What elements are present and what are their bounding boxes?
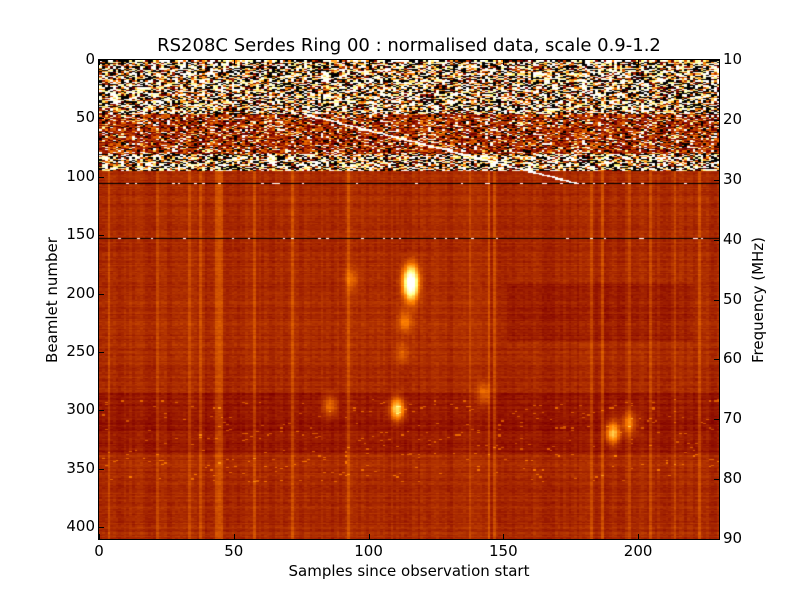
x-tick-mark <box>368 534 370 539</box>
y-tick-label: 150 <box>66 225 95 244</box>
x-axis-label: Samples since observation start <box>288 562 530 580</box>
y2-tick-mark <box>714 60 719 61</box>
y2-tick-label: 30 <box>723 169 743 188</box>
x-tick-mark <box>233 534 235 539</box>
y2-tick-label: 40 <box>723 229 743 248</box>
y2-tick-label: 90 <box>723 529 743 547</box>
x-tick-mark <box>368 60 370 65</box>
y-tick-label: 100 <box>66 166 95 185</box>
y-tick-label: 50 <box>75 108 95 127</box>
x-tick-mark <box>503 60 505 65</box>
y2-tick-label: 60 <box>723 349 743 368</box>
y2-tick-mark <box>714 239 719 241</box>
plot-area <box>99 60 719 539</box>
y2-tick-label: 80 <box>723 469 743 488</box>
y-tick-label: 300 <box>66 400 95 419</box>
y2-tick-mark <box>714 479 719 481</box>
chart-title: RS208C Serdes Ring 00 : normalised data,… <box>157 35 661 56</box>
y2-tick-label: 70 <box>723 409 743 428</box>
y-tick-mark <box>99 468 104 470</box>
x-tick-mark <box>233 60 235 65</box>
y-tick-mark <box>99 410 104 412</box>
y2-tick-label: 20 <box>723 109 743 128</box>
y2-tick-label: 50 <box>723 289 743 308</box>
x-tick-label: 200 <box>623 542 653 560</box>
y-axis-label: Beamlet number <box>43 237 61 363</box>
x-tick-label: 50 <box>224 542 244 560</box>
x-tick-mark <box>638 60 640 65</box>
heatmap-image <box>99 60 719 539</box>
y-tick-mark <box>99 60 104 61</box>
x-tick-label: 100 <box>354 542 383 560</box>
y2-tick-mark <box>714 179 719 181</box>
y-tick-label: 0 <box>85 50 95 68</box>
y-tick-mark <box>99 527 104 529</box>
y-tick-label: 250 <box>66 342 95 361</box>
x-tick-mark <box>503 534 505 539</box>
x-tick-mark <box>99 534 100 539</box>
y-tick-label: 200 <box>66 283 95 302</box>
y-tick-mark <box>99 293 104 295</box>
y2-tick-mark <box>714 119 719 121</box>
x-tick-mark <box>638 534 640 539</box>
y2-tick-label: 10 <box>723 50 743 68</box>
y-tick-label: 400 <box>66 517 95 536</box>
y-tick-mark <box>99 176 104 178</box>
y2-tick-mark <box>714 359 719 361</box>
x-tick-label: 150 <box>489 542 518 560</box>
y2-tick-mark <box>714 419 719 421</box>
y2-tick-mark <box>714 539 719 540</box>
y-tick-mark <box>99 235 104 237</box>
x-tick-label: 0 <box>94 542 104 560</box>
y2-tick-mark <box>714 299 719 301</box>
x-tick-mark <box>99 60 100 65</box>
y-tick-label: 350 <box>66 458 95 477</box>
y-tick-mark <box>99 352 104 354</box>
y2-axis-label: Frequency (MHz) <box>749 236 767 364</box>
y-tick-mark <box>99 118 104 120</box>
